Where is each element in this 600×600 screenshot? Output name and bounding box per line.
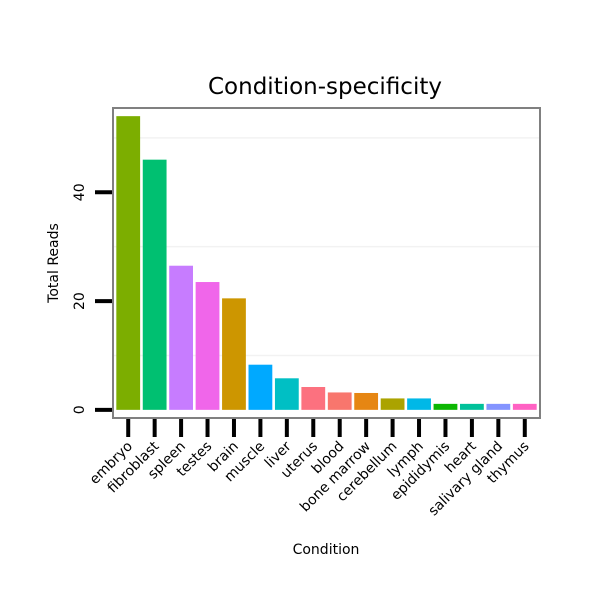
bar-lymph [407,398,431,410]
bar-testes [195,282,220,410]
bar-epididymis [433,403,458,410]
bar-heart [460,403,484,410]
x-axis-label: Condition [293,542,360,558]
bar-fibroblast [142,159,167,410]
y-axis: 0 20 40 [72,183,112,414]
bar-spleen [169,265,193,410]
x-axis: embryofibroblastspleentestesbrainmusclel… [87,419,533,519]
y-tick-label: 20 [72,292,88,310]
bar-thymus [512,403,537,410]
chart-title: Condition-specificity [208,74,442,100]
bar-salivary-gland [486,403,511,410]
y-axis-label: Total Reads [46,223,62,304]
bar-bone-marrow [354,392,379,410]
bars [116,116,537,410]
bar-uterus [301,387,326,410]
bar-muscle [248,364,273,410]
bar-embryo [116,116,141,410]
bar-blood [327,392,352,410]
bar-cerebellum [380,398,405,410]
y-tick-label: 40 [72,183,88,201]
y-tick-label: 0 [72,405,88,414]
bar-liver [274,378,299,410]
bar-brain [222,298,246,410]
